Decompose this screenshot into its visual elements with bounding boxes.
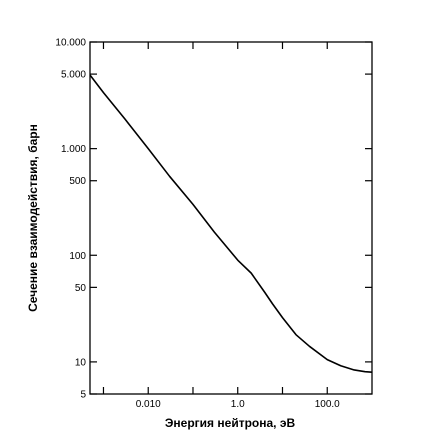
y-tick-label: 500 — [69, 176, 86, 187]
axis-ticks — [90, 41, 372, 395]
y-tick-label: 100 — [69, 251, 86, 262]
y-axis-title: Сечение взаимодействия, барн — [26, 124, 40, 312]
axis-tick-labels: 0.010 1.0 100.0 10.000 5.000 1.000 500 100 50 10 5 — [55, 38, 340, 411]
x-tick-label: 100.0 — [315, 399, 340, 410]
y-tick-label: 10 — [75, 357, 87, 368]
x-tick-label: 1.0 — [231, 399, 245, 410]
y-tick-label: 50 — [75, 283, 87, 294]
series-line — [89, 74, 373, 374]
y-tick-label: 5.000 — [61, 70, 86, 81]
y-tick-label: 10.000 — [55, 38, 86, 49]
y-tick-label: 1.000 — [61, 144, 86, 155]
x-tick-label: 0.010 — [136, 399, 161, 410]
y-tick-label: 5 — [80, 390, 86, 401]
x-axis-title: Энергия нейтрона, эВ — [165, 416, 296, 430]
plot-frame — [89, 41, 373, 395]
series-layer — [89, 74, 373, 374]
